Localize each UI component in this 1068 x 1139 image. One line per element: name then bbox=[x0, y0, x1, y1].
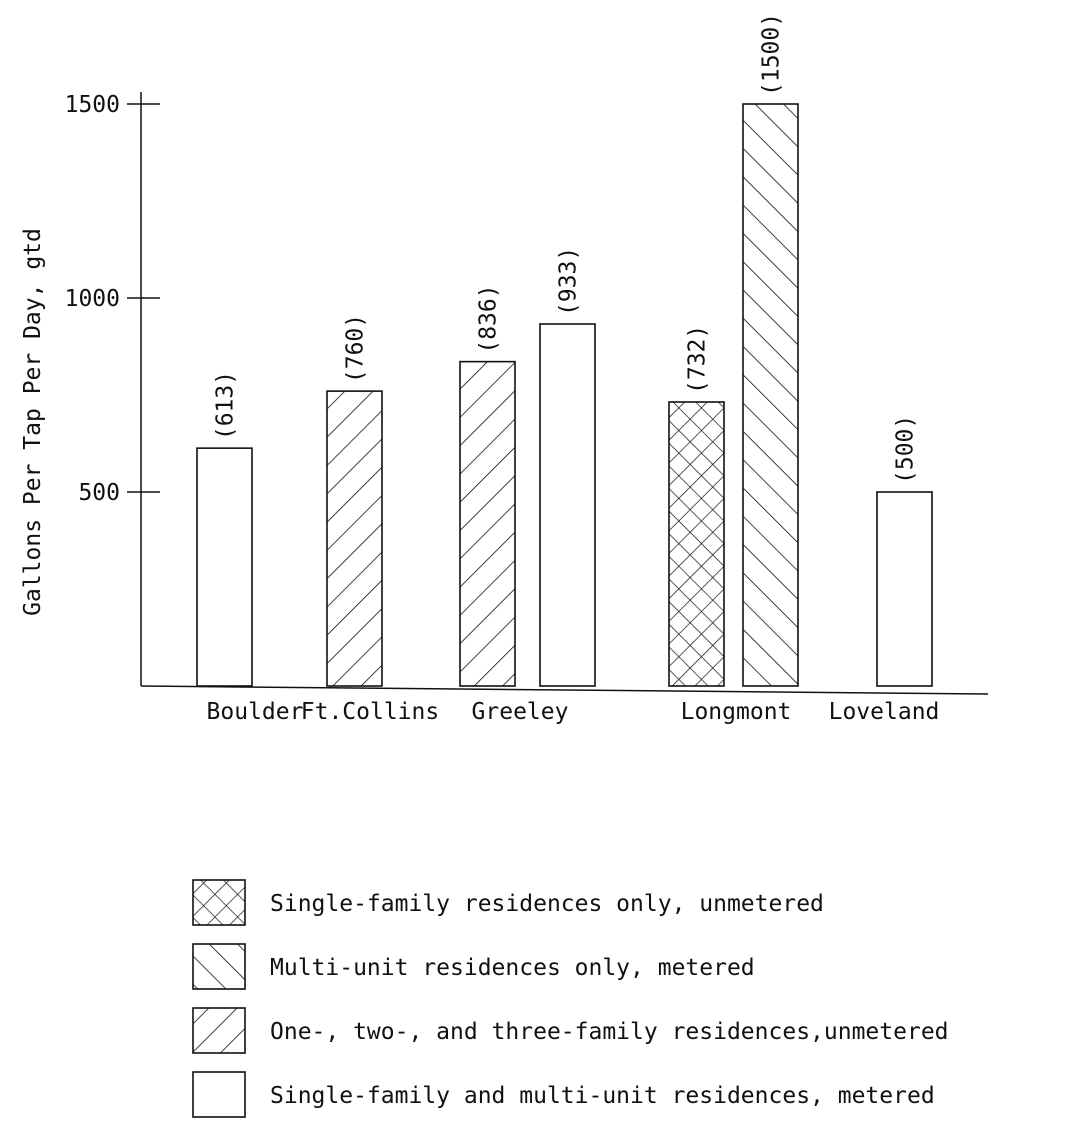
y-tick-label: 1000 bbox=[65, 286, 120, 312]
legend-swatch-forward bbox=[192, 943, 246, 990]
legend: Single-family residences only, unmetered… bbox=[192, 879, 949, 1118]
bar-value-label: (732) bbox=[685, 325, 711, 394]
category-label: Longmont bbox=[681, 699, 792, 725]
bar-value-label: (836) bbox=[476, 284, 502, 353]
bar-greeley-933 bbox=[539, 323, 596, 687]
y-axis-label: Gallons Per Tap Per Day, gtd bbox=[20, 228, 46, 616]
bar-longmont-1500 bbox=[742, 103, 799, 687]
y-tick-label: 500 bbox=[78, 480, 120, 506]
axes bbox=[140, 92, 989, 695]
category-label: Boulder bbox=[207, 699, 304, 725]
bar-value-label: (1500) bbox=[759, 13, 785, 96]
category-label: Greeley bbox=[472, 699, 569, 725]
category-label: Loveland bbox=[829, 699, 940, 725]
bar-longmont-732 bbox=[668, 401, 725, 687]
bar-boulder-613 bbox=[196, 447, 253, 687]
bars bbox=[196, 103, 933, 687]
legend-label: Multi-unit residences only, metered bbox=[270, 955, 755, 981]
legend-swatch-cross bbox=[192, 879, 246, 926]
y-ticks: 500 1000 1500 bbox=[65, 92, 160, 506]
x-axis-line bbox=[140, 685, 989, 695]
bar-greeley-836 bbox=[459, 360, 516, 687]
y-tick-label: 1500 bbox=[65, 92, 120, 118]
value-labels: (613) (760) (836) (933) (732) (1500) (500) bbox=[213, 13, 919, 484]
bar-value-label: (760) bbox=[343, 314, 369, 383]
bar-loveland-500 bbox=[876, 491, 933, 687]
legend-label: One-, two-, and three-family residences,… bbox=[270, 1019, 949, 1045]
bar-ftcollins-760 bbox=[326, 390, 383, 687]
bar-value-label: (500) bbox=[893, 415, 919, 484]
legend-label: Single-family residences only, unmetered bbox=[270, 891, 824, 917]
bar-value-label: (933) bbox=[556, 247, 582, 316]
legend-swatch-plain bbox=[192, 1071, 246, 1118]
legend-swatch-backslash bbox=[192, 1007, 246, 1054]
legend-label: Single-family and multi-unit residences,… bbox=[270, 1083, 935, 1109]
bar-value-label: (613) bbox=[213, 371, 239, 440]
category-label: Ft.Collins bbox=[301, 699, 439, 725]
